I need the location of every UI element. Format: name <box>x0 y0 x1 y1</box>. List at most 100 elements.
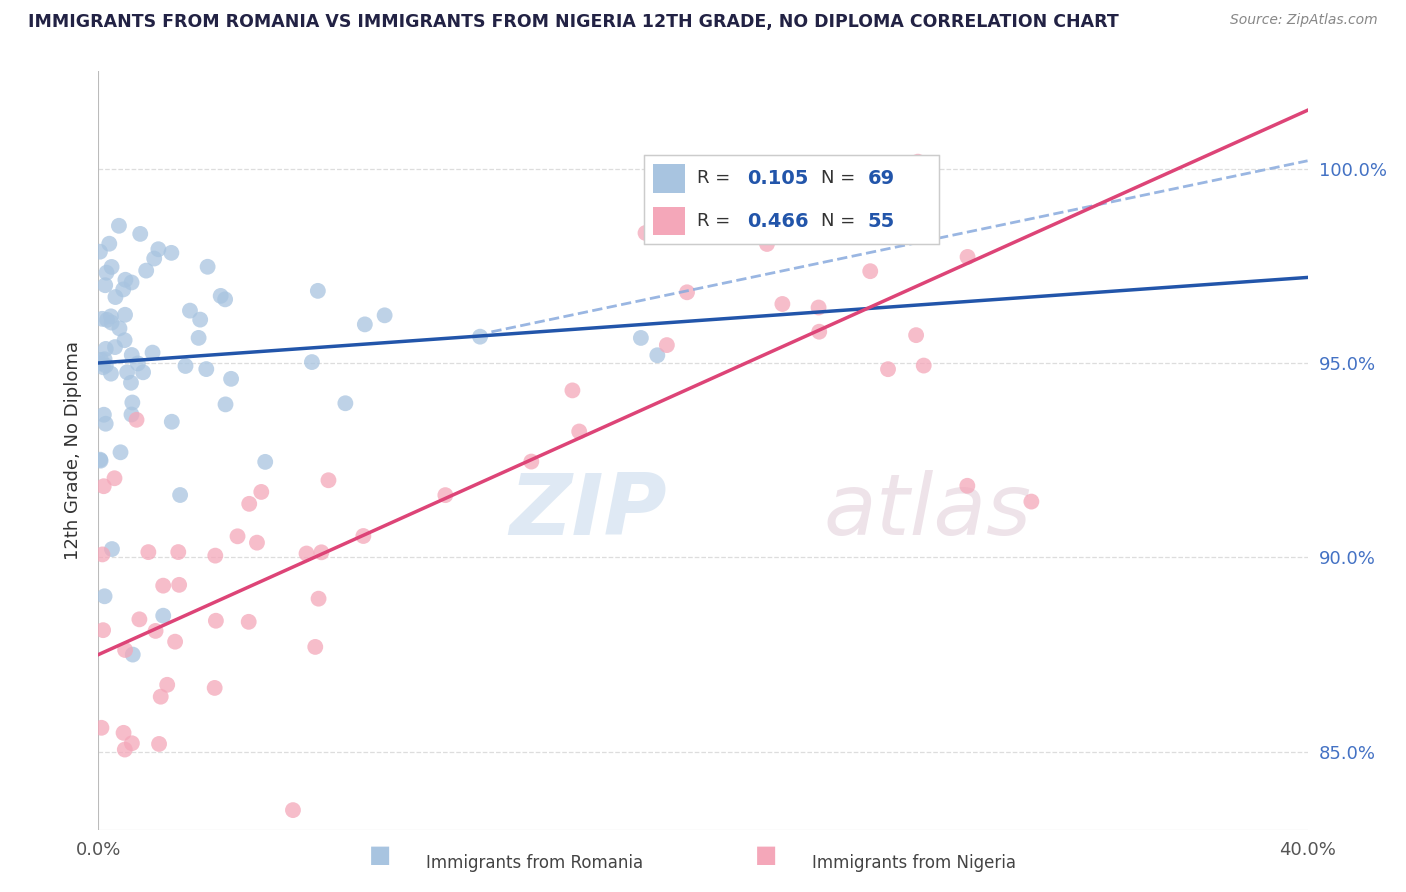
Point <box>129 227 152 241</box>
Bar <box>654 207 686 235</box>
Point <box>104 340 127 354</box>
Point <box>103 471 125 485</box>
Point <box>647 348 669 362</box>
Point <box>311 545 333 559</box>
Point <box>91 360 114 375</box>
Point <box>704 184 727 198</box>
Point <box>318 473 340 487</box>
Point <box>204 549 226 563</box>
Point <box>93 589 115 603</box>
Point <box>226 529 249 543</box>
Point <box>96 266 118 280</box>
Point <box>94 417 117 431</box>
Point <box>434 488 457 502</box>
Text: ■: ■ <box>368 843 391 867</box>
Y-axis label: 12th Grade, No Diploma: 12th Grade, No Diploma <box>63 341 82 560</box>
Point <box>148 737 170 751</box>
Point <box>115 365 138 379</box>
Point <box>143 252 166 266</box>
Point <box>676 285 699 300</box>
Point <box>167 578 190 592</box>
Text: ■: ■ <box>755 843 778 867</box>
Point <box>156 678 179 692</box>
Point <box>121 736 143 750</box>
Point <box>114 273 136 287</box>
Point <box>374 309 396 323</box>
Point <box>238 497 260 511</box>
Point <box>169 488 191 502</box>
Point <box>561 384 583 398</box>
Point <box>125 413 148 427</box>
Point <box>204 681 226 695</box>
Point <box>89 244 111 259</box>
Point <box>93 352 115 367</box>
Point <box>520 454 543 468</box>
Point <box>808 325 831 339</box>
Point <box>93 479 115 493</box>
Point <box>89 356 111 370</box>
Point <box>94 359 117 373</box>
Point <box>905 328 928 343</box>
Point <box>195 362 218 376</box>
Text: 55: 55 <box>868 211 896 231</box>
Point <box>214 293 236 307</box>
Point <box>912 359 935 373</box>
Point <box>112 726 135 740</box>
Point <box>94 278 117 293</box>
Point <box>152 579 174 593</box>
Point <box>877 362 900 376</box>
Point <box>110 445 132 459</box>
Point <box>127 356 149 370</box>
Point <box>91 548 114 562</box>
Point <box>148 242 170 256</box>
Point <box>209 289 232 303</box>
Point <box>114 333 136 347</box>
Point <box>1021 494 1043 508</box>
Point <box>160 415 183 429</box>
Point <box>956 250 979 264</box>
Point <box>188 312 211 326</box>
Point <box>205 614 228 628</box>
Point <box>138 545 160 559</box>
Point <box>100 316 122 330</box>
Text: Immigrants from Romania: Immigrants from Romania <box>426 855 643 872</box>
Text: R =: R = <box>697 212 737 230</box>
Point <box>352 529 374 543</box>
Point <box>214 397 236 411</box>
Point <box>301 355 323 369</box>
Text: 0.466: 0.466 <box>747 211 808 231</box>
Point <box>100 367 122 381</box>
Point <box>121 348 143 362</box>
Point <box>859 264 882 278</box>
Point <box>128 612 150 626</box>
Point <box>219 372 242 386</box>
Point <box>141 345 163 359</box>
Point <box>121 648 143 662</box>
Point <box>101 542 124 557</box>
Point <box>281 803 304 817</box>
Text: R =: R = <box>697 169 737 187</box>
Point <box>112 282 135 296</box>
Point <box>120 376 142 390</box>
Point <box>132 365 155 379</box>
Point <box>770 297 793 311</box>
Text: IMMIGRANTS FROM ROMANIA VS IMMIGRANTS FROM NIGERIA 12TH GRADE, NO DIPLOMA CORREL: IMMIGRANTS FROM ROMANIA VS IMMIGRANTS FR… <box>28 13 1119 31</box>
Point <box>167 545 190 559</box>
Point <box>353 318 375 332</box>
Point <box>121 395 143 409</box>
Text: N =: N = <box>821 169 860 187</box>
Point <box>91 311 114 326</box>
Text: Immigrants from Nigeria: Immigrants from Nigeria <box>811 855 1017 872</box>
Point <box>246 535 269 549</box>
Point <box>135 263 157 277</box>
Point <box>114 308 136 322</box>
Bar <box>654 164 686 193</box>
Point <box>634 226 657 240</box>
Point <box>121 408 143 422</box>
Point <box>91 623 114 637</box>
Point <box>468 329 491 343</box>
Point <box>165 634 187 648</box>
Point <box>100 310 122 324</box>
Point <box>93 408 115 422</box>
Point <box>152 608 174 623</box>
